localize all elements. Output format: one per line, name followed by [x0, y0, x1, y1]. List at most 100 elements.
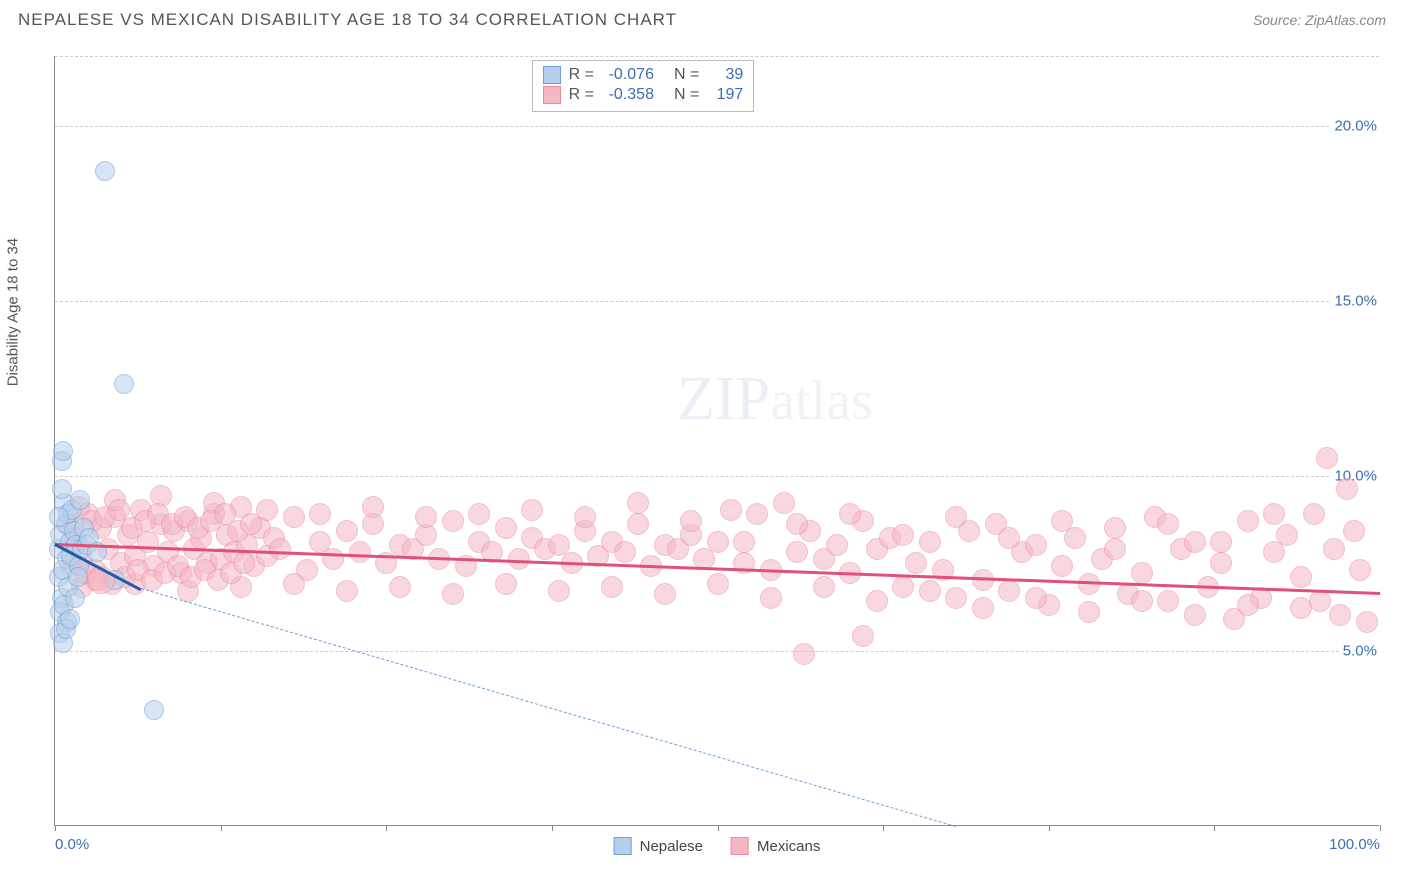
chart-container: Disability Age 18 to 34 ZIPatlas 5.0%10.… — [18, 42, 1388, 862]
scatter-point — [269, 538, 291, 560]
scatter-point — [283, 506, 305, 528]
watermark: ZIPatlas — [677, 364, 873, 435]
x-tick — [1380, 825, 1381, 831]
scatter-point — [68, 567, 88, 587]
scatter-point — [1290, 597, 1312, 619]
scatter-point — [442, 510, 464, 532]
scatter-point — [998, 580, 1020, 602]
trend-line — [141, 588, 956, 827]
scatter-point — [1184, 531, 1206, 553]
scatter-point — [1025, 534, 1047, 556]
scatter-point — [866, 590, 888, 612]
scatter-point — [601, 576, 623, 598]
scatter-point — [1025, 587, 1047, 609]
plot-area: ZIPatlas 5.0%10.0%15.0%20.0%0.0%100.0%R … — [54, 56, 1379, 826]
stat-r-value: -0.358 — [602, 86, 654, 104]
scatter-point — [65, 588, 85, 608]
stat-label: N = — [674, 66, 699, 84]
scatter-point — [1349, 559, 1371, 581]
scatter-point — [144, 700, 164, 720]
scatter-point — [415, 506, 437, 528]
scatter-point — [309, 503, 331, 525]
scatter-point — [1237, 510, 1259, 532]
scatter-point — [919, 580, 941, 602]
scatter-point — [614, 541, 636, 563]
scatter-point — [1210, 552, 1232, 574]
y-tick-label: 20.0% — [1330, 118, 1381, 135]
scatter-point — [49, 507, 69, 527]
stat-n-value: 39 — [707, 66, 743, 84]
scatter-point — [839, 503, 861, 525]
scatter-point — [793, 643, 815, 665]
scatter-point — [1290, 566, 1312, 588]
scatter-point — [1329, 604, 1351, 626]
scatter-point — [1104, 517, 1126, 539]
scatter-point — [1131, 562, 1153, 584]
scatter-point — [852, 625, 874, 647]
scatter-point — [1276, 524, 1298, 546]
x-tick — [55, 825, 56, 831]
scatter-point — [707, 531, 729, 553]
gridline-h — [55, 301, 1379, 302]
legend-item: Mexicans — [731, 837, 820, 855]
scatter-point — [733, 531, 755, 553]
stat-n-value: 197 — [707, 86, 743, 104]
x-tick — [221, 825, 222, 831]
y-tick-label: 5.0% — [1339, 643, 1381, 660]
scatter-point — [574, 506, 596, 528]
scatter-point — [1131, 590, 1153, 612]
scatter-point — [1104, 538, 1126, 560]
scatter-point — [322, 548, 344, 570]
x-tick — [1049, 825, 1050, 831]
scatter-point — [349, 541, 371, 563]
scatter-point — [1343, 520, 1365, 542]
stat-label: N = — [674, 86, 699, 104]
scatter-point — [826, 534, 848, 556]
scatter-point — [746, 503, 768, 525]
scatter-point — [1316, 447, 1338, 469]
stat-r-value: -0.076 — [602, 66, 654, 84]
scatter-point — [1051, 555, 1073, 577]
scatter-point — [548, 580, 570, 602]
legend-item: Nepalese — [614, 837, 703, 855]
scatter-point — [707, 573, 729, 595]
stat-label: R = — [569, 86, 594, 104]
scatter-point — [53, 441, 73, 461]
scatter-point — [654, 583, 676, 605]
scatter-point — [1263, 503, 1285, 525]
scatter-point — [998, 527, 1020, 549]
x-tick — [718, 825, 719, 831]
scatter-point — [1356, 611, 1378, 633]
stats-row: R = -0.076 N = 39 — [543, 65, 744, 85]
scatter-point — [1078, 601, 1100, 623]
scatter-point — [1336, 478, 1358, 500]
scatter-point — [1184, 604, 1206, 626]
gridline-h — [55, 126, 1379, 127]
stat-label: R = — [569, 66, 594, 84]
scatter-point — [114, 374, 134, 394]
x-tick — [883, 825, 884, 831]
scatter-point — [495, 517, 517, 539]
legend-swatch — [731, 837, 749, 855]
scatter-point — [1157, 590, 1179, 612]
scatter-point — [442, 583, 464, 605]
scatter-point — [919, 531, 941, 553]
legend-swatch — [543, 86, 561, 104]
scatter-point — [627, 513, 649, 535]
scatter-point — [336, 580, 358, 602]
scatter-point — [905, 552, 927, 574]
scatter-point — [786, 541, 808, 563]
scatter-point — [1323, 538, 1345, 560]
x-tick — [386, 825, 387, 831]
scatter-point — [1157, 513, 1179, 535]
scatter-point — [680, 510, 702, 532]
gridline-h — [55, 56, 1379, 57]
scatter-point — [95, 161, 115, 181]
scatter-point — [760, 587, 782, 609]
scatter-point — [1303, 503, 1325, 525]
scatter-point — [1210, 531, 1232, 553]
scatter-point — [362, 496, 384, 518]
source-label: Source: ZipAtlas.com — [1253, 12, 1386, 28]
legend-swatch — [543, 66, 561, 84]
scatter-point — [972, 597, 994, 619]
